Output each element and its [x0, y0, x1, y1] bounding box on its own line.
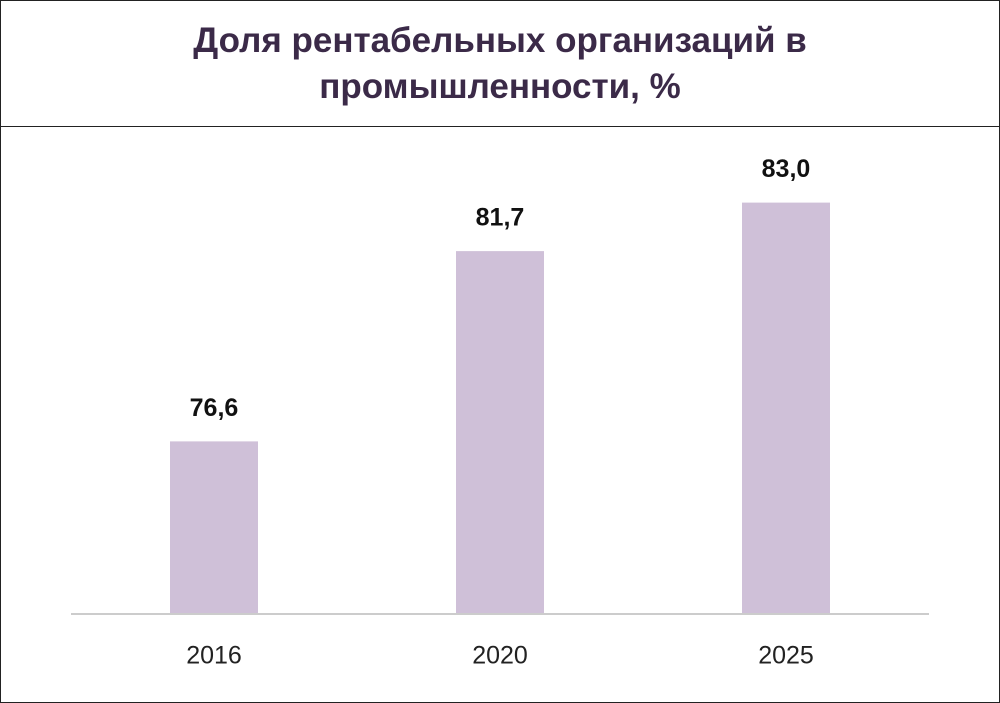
bar [456, 251, 544, 613]
bar [170, 441, 258, 613]
value-label: 81,7 [476, 204, 525, 232]
x-tick-label: 2025 [758, 642, 814, 670]
value-label: 76,6 [190, 394, 239, 422]
x-tick-label: 2020 [472, 642, 528, 670]
bar [742, 202, 830, 613]
title-area: Доля рентабельных организаций в промышле… [1, 1, 999, 127]
x-tick-label: 2016 [186, 642, 242, 670]
value-label: 83,0 [762, 155, 811, 183]
chart-title: Доля рентабельных организаций в промышле… [193, 20, 807, 106]
